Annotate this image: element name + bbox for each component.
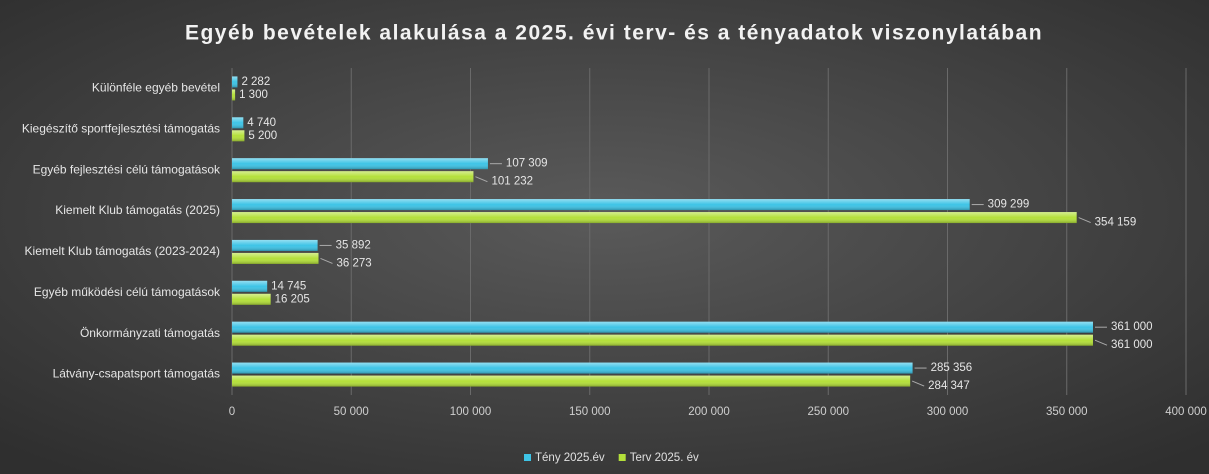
value-label: 2 282 <box>241 76 270 88</box>
value-label: 309 299 <box>988 199 1030 211</box>
bar-shine <box>232 158 488 170</box>
legend-label: Tény 2025.év <box>535 452 605 464</box>
leader-line <box>911 380 925 387</box>
leader-line <box>1078 217 1091 224</box>
y-tick-label: Egyéb fejlesztési célú támogatások <box>33 162 221 176</box>
bar <box>232 76 238 88</box>
bar <box>232 171 474 183</box>
y-tick-label: Kiegészítő sportfejlesztési támogatás <box>22 121 220 135</box>
value-label: 107 309 <box>506 158 548 170</box>
value-label: 354 159 <box>1095 217 1137 229</box>
value-label: 5 200 <box>248 130 277 142</box>
chart-title: Egyéb bevételek alakulása a 2025. évi te… <box>185 22 1043 45</box>
bar-shine <box>232 321 1093 333</box>
bar-shine <box>232 117 244 129</box>
bar <box>232 89 236 101</box>
bar <box>232 280 268 292</box>
x-tick-label: 50 000 <box>334 406 369 418</box>
leader-line <box>475 176 488 183</box>
bar-shine <box>232 293 271 305</box>
value-label: 16 205 <box>275 293 310 305</box>
bar <box>232 117 244 129</box>
bar <box>232 199 970 211</box>
y-tick-label: Különféle egyéb bevétel <box>92 81 220 95</box>
x-tick-label: 100 000 <box>450 406 492 418</box>
bar <box>232 212 1077 224</box>
bar-shine <box>232 212 1077 224</box>
bar <box>232 130 245 142</box>
x-tick-label: 150 000 <box>569 406 611 418</box>
y-tick-label: Egyéb működési célú támogatások <box>34 285 221 299</box>
bar <box>232 158 488 170</box>
value-label: 101 232 <box>491 176 533 188</box>
value-label: 361 000 <box>1111 321 1153 333</box>
x-tick-label: 400 000 <box>1165 406 1207 418</box>
bar-shine <box>232 76 238 88</box>
bar-shine <box>232 252 319 264</box>
bar <box>232 321 1093 333</box>
value-label: 36 273 <box>337 257 372 269</box>
bar-shine <box>232 171 474 183</box>
value-label: 14 745 <box>271 280 306 292</box>
bar-shine <box>232 362 913 374</box>
value-label: 4 740 <box>247 117 276 129</box>
value-label: 1 300 <box>239 89 268 101</box>
legend-label: Terv 2025. év <box>630 452 699 464</box>
bar-shine <box>232 334 1093 346</box>
y-tick-label: Kiemelt Klub támogatás (2023-2024) <box>25 244 220 258</box>
bar-shine <box>232 199 970 211</box>
bar <box>232 334 1093 346</box>
value-label: 285 356 <box>931 362 973 374</box>
bar <box>232 252 319 264</box>
legend-swatch <box>618 454 626 461</box>
x-tick-label: 0 <box>229 406 235 418</box>
value-label: 361 000 <box>1111 339 1153 351</box>
bar-shine <box>232 280 268 292</box>
bar <box>232 293 271 305</box>
bar-shine <box>232 239 318 251</box>
y-tick-label: Önkormányzati támogatás <box>80 326 220 340</box>
x-tick-label: 300 000 <box>927 406 969 418</box>
y-tick-label: Látvány-csapatsport támogatás <box>53 367 220 381</box>
bar <box>232 375 911 387</box>
bar-shine <box>232 89 236 101</box>
legend-swatch <box>524 454 531 461</box>
bar-shine <box>232 130 245 142</box>
y-tick-label: Kiemelt Klub támogatás (2025) <box>55 203 220 217</box>
leader-line <box>320 257 333 264</box>
value-label: 35 892 <box>336 239 371 251</box>
bar <box>232 239 318 251</box>
x-tick-label: 250 000 <box>807 406 849 418</box>
x-tick-label: 200 000 <box>688 406 730 418</box>
leader-line <box>1094 339 1108 346</box>
x-tick-label: 350 000 <box>1046 406 1088 418</box>
value-label: 284 347 <box>928 380 970 392</box>
bar <box>232 362 913 374</box>
bar-shine <box>232 375 911 387</box>
